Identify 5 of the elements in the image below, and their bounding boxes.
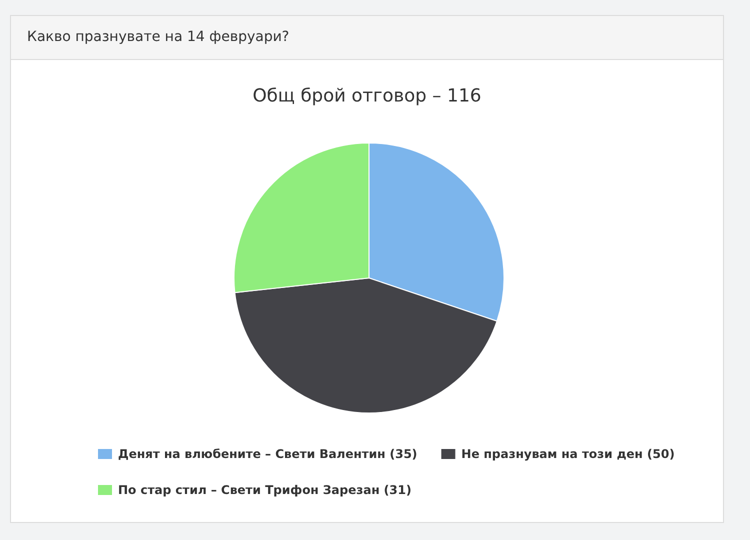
legend-label: По стар стил – Свети Трифон Зарезан (31) xyxy=(118,483,412,497)
legend-label: Денят на влюбените – Свети Валентин (35) xyxy=(118,447,418,461)
legend-label: Не празнувам на този ден (50) xyxy=(461,447,675,461)
chart-subtitle: Общ брой отговор – 116 xyxy=(252,86,482,106)
chart-title: Какво празнувате на 14 февруари? xyxy=(11,16,723,60)
